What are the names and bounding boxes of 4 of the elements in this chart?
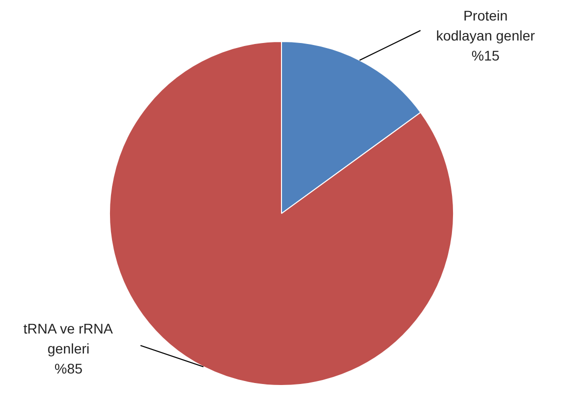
slice-label: tRNA ve rRNA genleri [23, 320, 114, 356]
data-label: %85 [54, 360, 83, 376]
slice-label: Protein kodlayan genler [436, 8, 536, 44]
data-label: %15 [471, 48, 500, 64]
